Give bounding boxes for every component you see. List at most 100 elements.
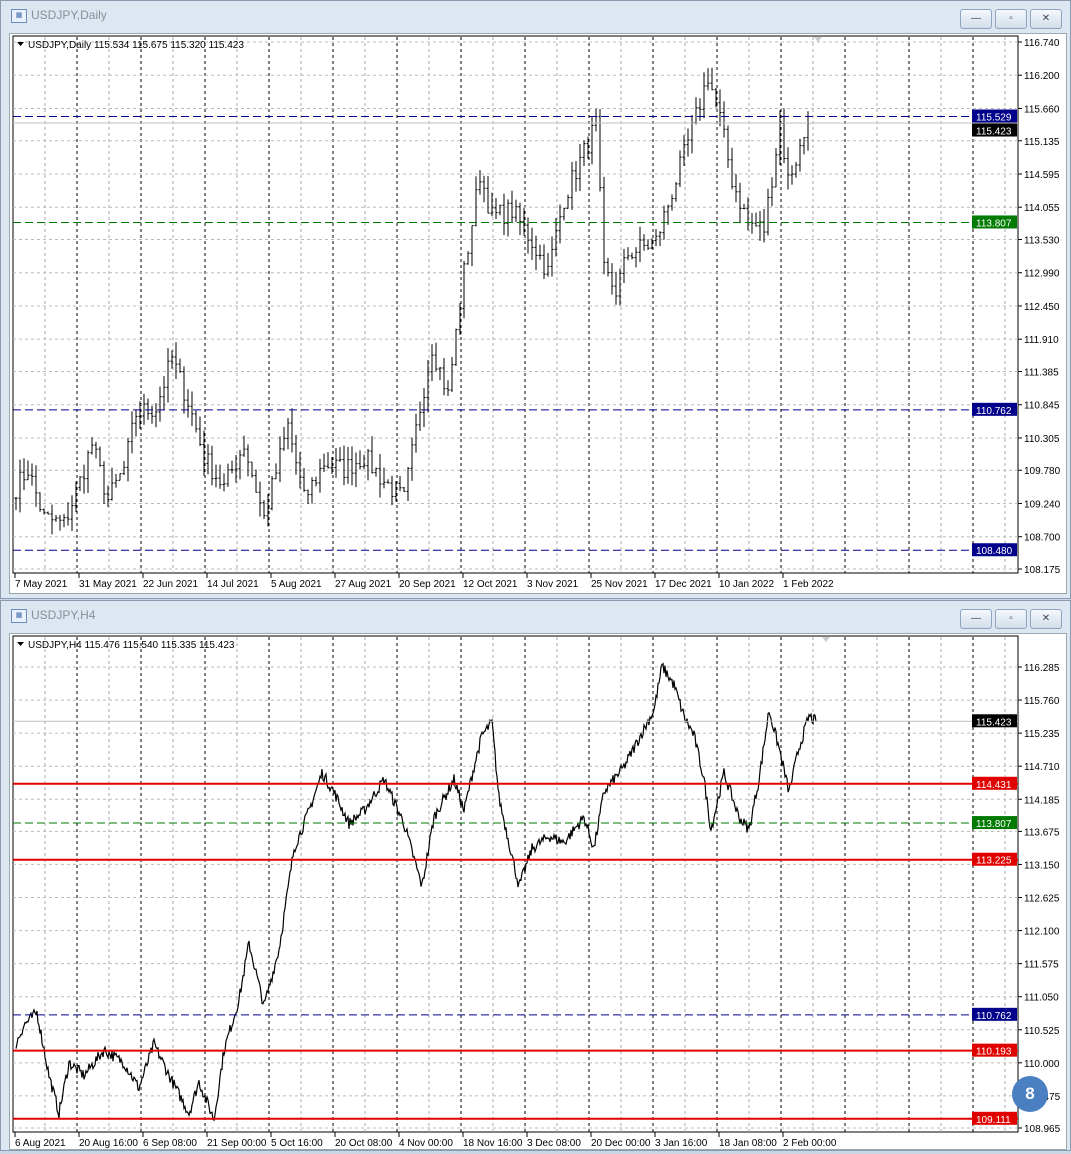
price-bar xyxy=(446,380,450,396)
price-bar xyxy=(382,467,386,489)
price-bar xyxy=(506,199,510,237)
price-bar xyxy=(766,188,770,236)
price-bar xyxy=(254,469,258,493)
x-tick-label: 10 Jan 2022 xyxy=(719,579,774,590)
price-bar xyxy=(478,170,482,195)
price-bar xyxy=(346,447,350,484)
price-bar xyxy=(358,450,362,470)
restore-button[interactable]: ▫ xyxy=(995,609,1027,629)
price-bar xyxy=(78,476,82,492)
h4-price-chart[interactable]: 116.285 115.760 115.235 114.710 114.185 113.6… xyxy=(10,634,1066,1149)
price-tag xyxy=(972,1043,1017,1057)
y-tick-label: 108.175 xyxy=(1024,565,1061,576)
price-bar xyxy=(350,446,354,486)
price-bar xyxy=(402,486,406,493)
price-bar xyxy=(462,260,466,319)
price-bar xyxy=(126,438,130,482)
price-tag-label: 109.111 xyxy=(976,1115,1011,1126)
price-bar xyxy=(302,468,306,492)
step-number-badge: 8 xyxy=(1012,1076,1048,1112)
y-tick-label: 108.700 xyxy=(1024,533,1061,544)
price-bar xyxy=(22,458,26,491)
window-title: USDJPY,Daily xyxy=(31,8,107,22)
price-bar xyxy=(658,231,662,247)
price-bar xyxy=(226,463,230,487)
price-bar xyxy=(198,416,202,447)
restore-button[interactable]: ▫ xyxy=(995,9,1027,29)
price-tag xyxy=(972,402,1017,416)
price-bar xyxy=(314,476,318,487)
price-bar xyxy=(498,204,502,216)
title-bar[interactable]: ▦ USDJPY,Daily — ▫ ✕ xyxy=(1,1,1070,31)
x-tick-label: 14 Jul 2021 xyxy=(207,579,259,590)
price-bar xyxy=(38,492,42,512)
price-bar xyxy=(790,165,794,185)
price-tag-label: 108.480 xyxy=(976,546,1013,557)
price-bar xyxy=(34,465,38,507)
price-bar xyxy=(214,464,218,488)
price-bar xyxy=(182,366,186,414)
price-bar xyxy=(326,452,330,469)
title-bar[interactable]: ▦ USDJPY,H4 — ▫ ✕ xyxy=(1,601,1070,631)
y-tick-label: 113.675 xyxy=(1024,827,1060,838)
price-bar xyxy=(422,388,426,428)
price-bar xyxy=(158,386,162,422)
price-bar xyxy=(102,461,106,505)
x-tick-label: 7 May 2021 xyxy=(15,579,68,590)
chart-area[interactable]: 116.740 116.200 115.660 115.135 114.595 114.0… xyxy=(9,33,1067,594)
price-bar xyxy=(530,227,534,260)
x-tick-label: 6 Sep 08:00 xyxy=(143,1138,197,1149)
price-bar xyxy=(542,244,546,280)
price-bar xyxy=(282,426,286,451)
price-bar xyxy=(674,182,678,202)
price-bar xyxy=(526,217,530,254)
daily-chart-window: ▦ USDJPY,Daily — ▫ ✕ 116.740 116.200 115.6… xyxy=(0,0,1071,599)
y-tick-label: 115.135 xyxy=(1024,137,1060,148)
y-tick-label: 114.185 xyxy=(1024,795,1060,806)
price-bar xyxy=(626,247,630,261)
price-bar xyxy=(222,473,226,492)
price-bar xyxy=(370,436,374,474)
x-tick-label: 20 Dec 00:00 xyxy=(591,1138,651,1149)
price-bar xyxy=(230,460,234,474)
price-bar xyxy=(434,342,438,372)
x-tick-label: 18 Nov 16:00 xyxy=(463,1138,523,1149)
price-bar xyxy=(538,244,542,260)
price-bar xyxy=(262,500,266,520)
price-bar xyxy=(242,435,246,457)
x-tick-label: 17 Dec 2021 xyxy=(655,579,712,590)
minimize-button[interactable]: — xyxy=(960,609,992,629)
x-tick-label: 5 Oct 16:00 xyxy=(271,1138,323,1149)
chart-area[interactable]: 116.285 115.760 115.235 114.710 114.185 113.6… xyxy=(9,633,1067,1150)
price-bar xyxy=(122,460,126,476)
price-bar xyxy=(702,72,706,119)
y-tick-label: 111.050 xyxy=(1024,993,1059,1004)
y-tick-label: 111.575 xyxy=(1024,960,1059,971)
minimize-button[interactable]: — xyxy=(960,9,992,29)
price-bar xyxy=(362,454,366,470)
price-bar xyxy=(638,226,642,263)
price-bar xyxy=(486,176,490,214)
price-bar xyxy=(430,344,434,382)
price-bar xyxy=(590,117,594,165)
y-tick-label: 110.845 xyxy=(1024,401,1060,412)
y-tick-label: 113.530 xyxy=(1024,236,1060,247)
price-bar xyxy=(210,445,214,486)
close-button[interactable]: ✕ xyxy=(1030,9,1062,29)
price-bar xyxy=(630,252,634,260)
price-bar xyxy=(174,342,178,380)
price-tag xyxy=(972,816,1017,830)
y-tick-label: 115.660 xyxy=(1024,104,1060,115)
x-tick-label: 2 Feb 00:00 xyxy=(783,1138,837,1149)
price-bar xyxy=(30,463,34,486)
price-bar xyxy=(774,148,778,188)
price-bar xyxy=(90,437,94,455)
close-button[interactable]: ✕ xyxy=(1030,609,1062,629)
price-bar xyxy=(114,473,118,488)
price-bar xyxy=(338,447,342,462)
daily-price-chart[interactable]: 116.740 116.200 115.660 115.135 114.595 114.0… xyxy=(10,34,1066,593)
y-tick-label: 115.235 xyxy=(1024,729,1060,740)
price-bar xyxy=(750,212,754,234)
price-bar xyxy=(474,176,478,227)
y-tick-label: 112.450 xyxy=(1024,302,1060,313)
